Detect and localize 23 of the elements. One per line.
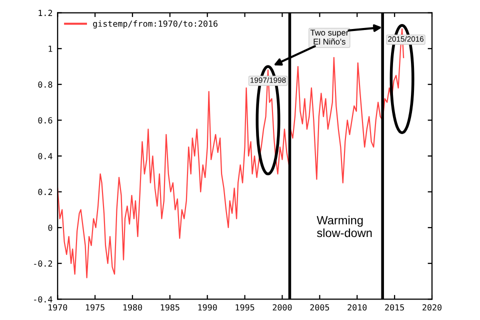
y-tick-label: 0.2 xyxy=(38,188,52,196)
y-tick-label: 0.8 xyxy=(38,81,52,88)
y-tick-label: 0 xyxy=(48,224,52,231)
x-tick-label: 1980 xyxy=(123,304,142,311)
x-tick-label: 2015 xyxy=(385,304,404,311)
x-tick-label: 2020 xyxy=(422,304,442,311)
y-tick-label: 0.6 xyxy=(38,117,52,124)
x-tick-label: 1975 xyxy=(86,304,104,311)
y-tick-label: 0.4 xyxy=(38,153,52,160)
y-tick-label: -0.4 xyxy=(34,296,52,303)
x-tick-label: 2000 xyxy=(272,304,292,311)
legend-label: gistemp/from:1970/to:2016 xyxy=(93,20,218,28)
x-tick-label: 1995 xyxy=(236,304,254,311)
x-tick-label: 1990 xyxy=(198,304,217,311)
annotation: Warming slow-down xyxy=(316,216,372,238)
x-tick-label: 2010 xyxy=(348,304,367,311)
y-tick-label: 1.2 xyxy=(38,10,52,16)
y-tick-label: -0.2 xyxy=(34,260,52,267)
x-tick-label: 2005 xyxy=(310,304,330,311)
y-tick-label: 1 xyxy=(48,46,52,52)
x-tick-label: 1970 xyxy=(48,304,68,311)
annotation: Two super El Niño's xyxy=(310,30,348,45)
x-tick-label: 1985 xyxy=(160,304,180,311)
